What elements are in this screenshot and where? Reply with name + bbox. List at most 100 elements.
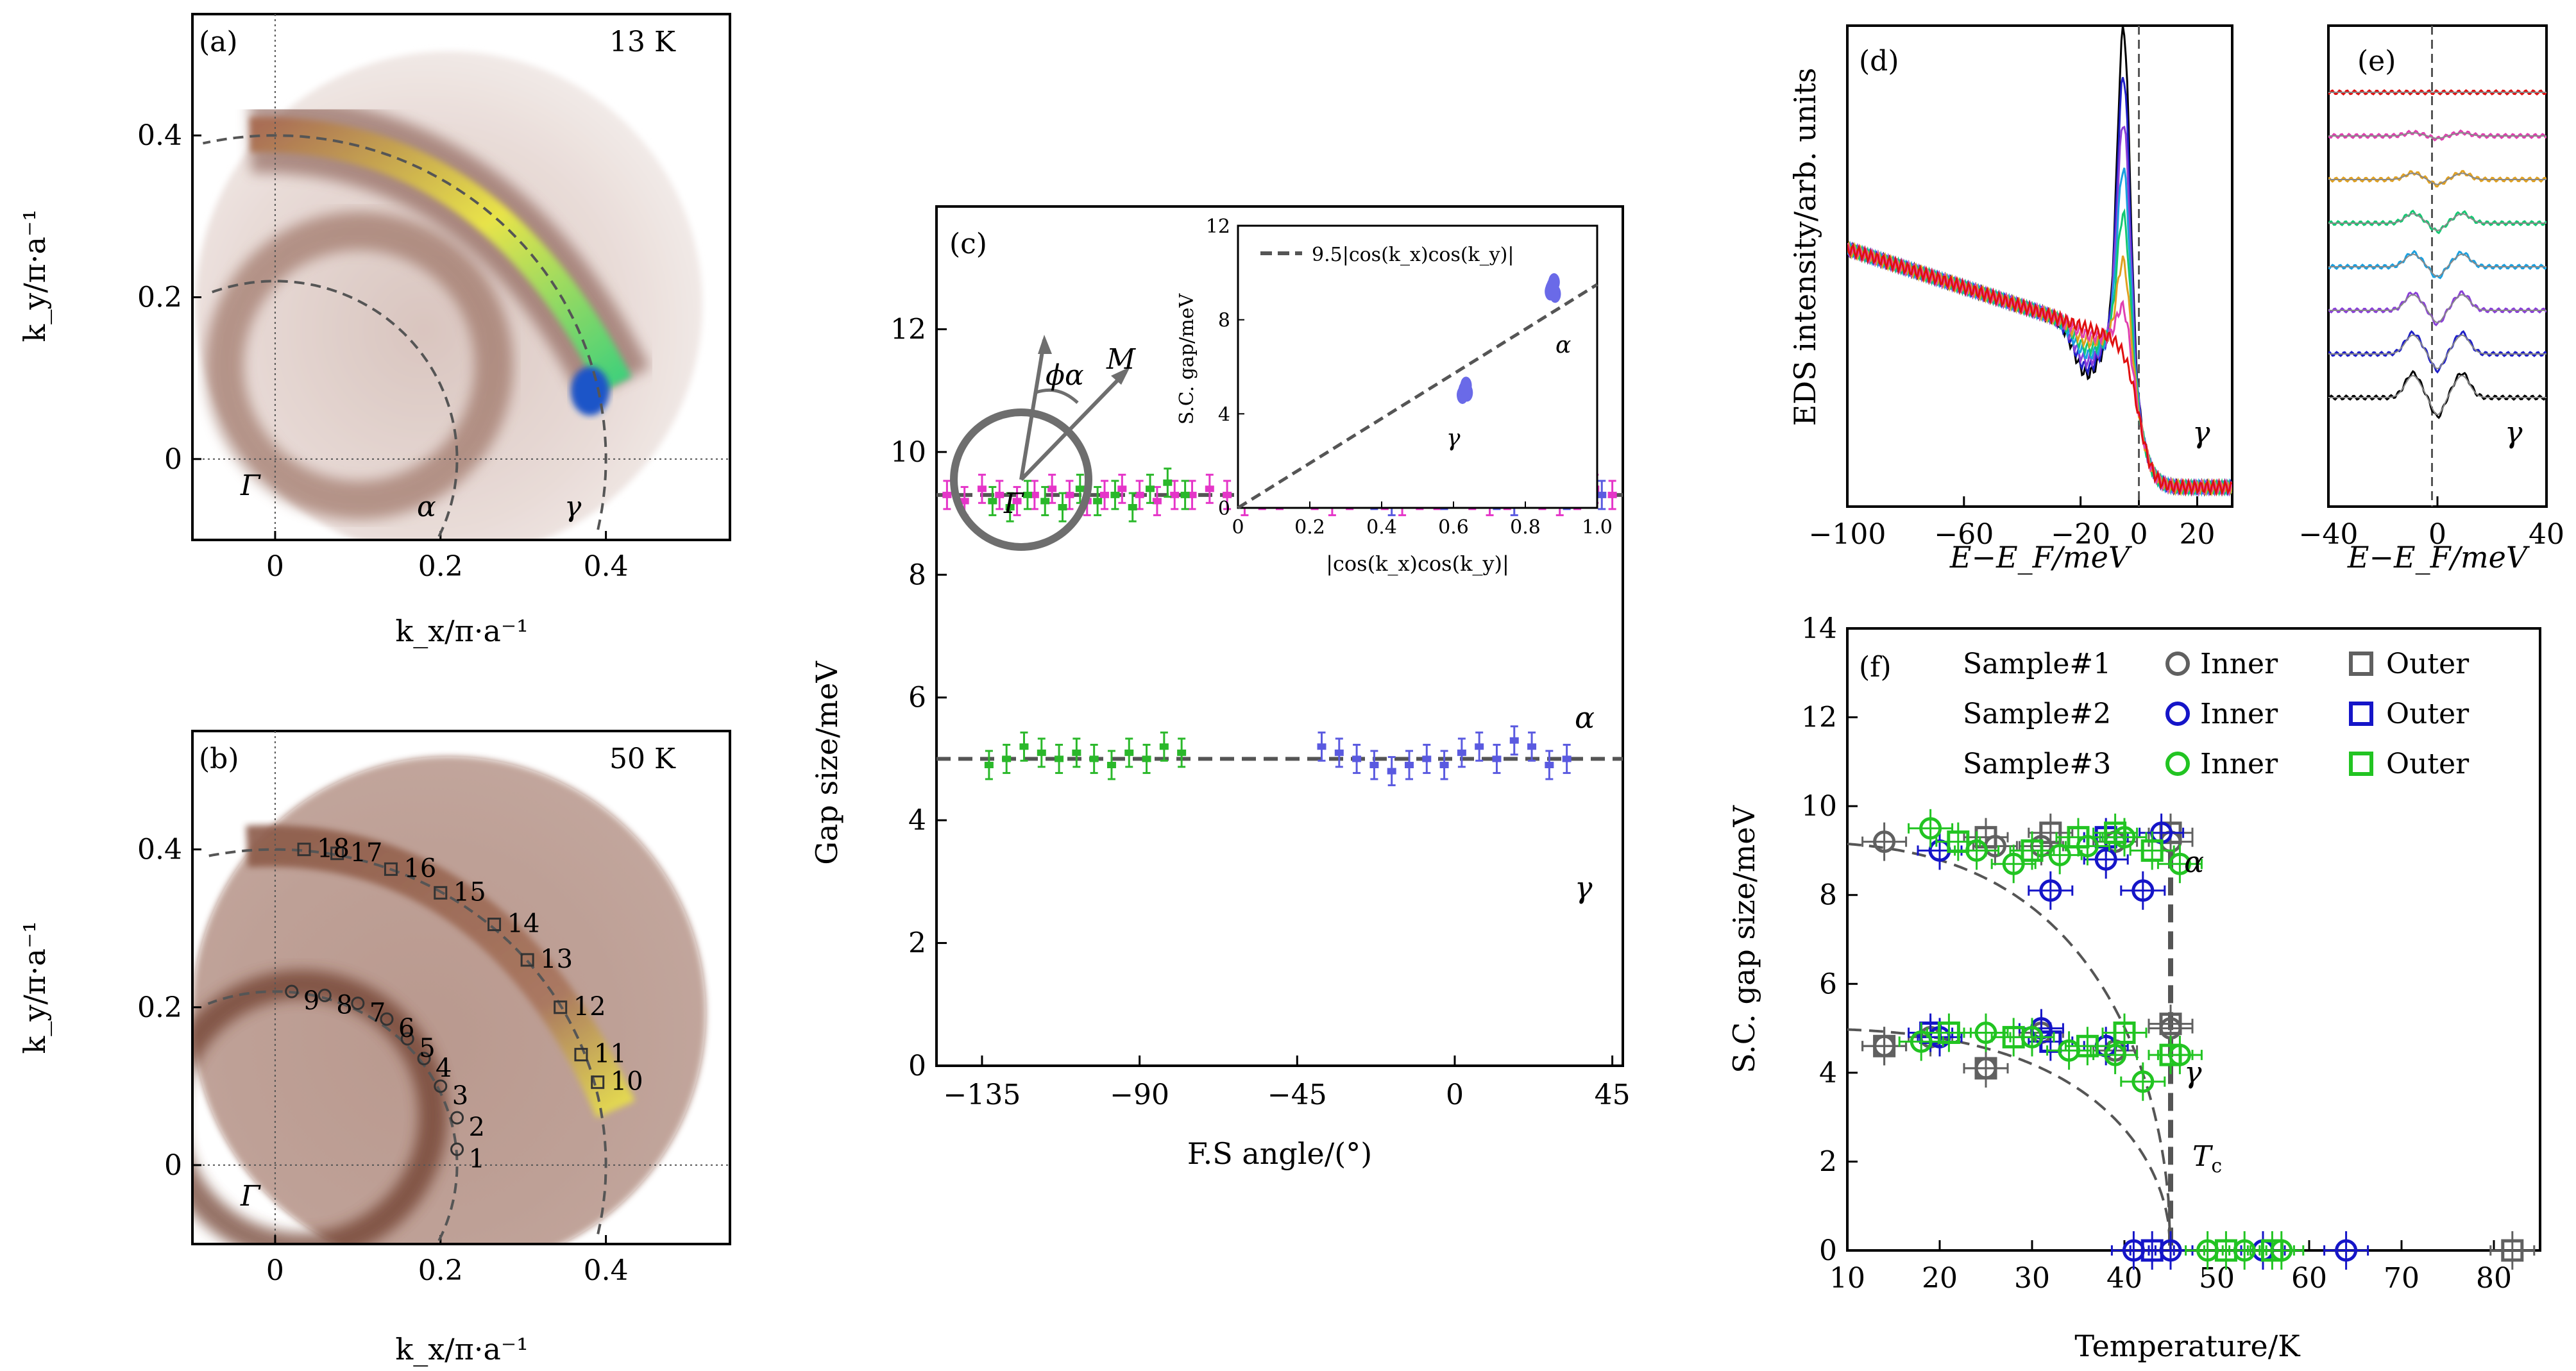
- cut-number-1: 1: [469, 1144, 485, 1173]
- legend-inner-label: Inner: [2200, 648, 2278, 680]
- panel-b-gamma-label: Γ: [240, 1180, 261, 1213]
- panel-e-xtick-label: 0: [2428, 518, 2446, 551]
- panel-e-xlabel: E−E_F/meV: [2347, 540, 2530, 575]
- panel-c-schematic: Γ ϕα M: [950, 335, 1136, 551]
- panel-c-point: [1607, 491, 1617, 498]
- panel-e-symmetrized-curve: [2328, 129, 2546, 142]
- panel-c-point: [1187, 491, 1197, 498]
- panel-c-point: [1135, 491, 1144, 498]
- panel-c-point: [1562, 755, 1572, 762]
- panel-c-point: [1205, 485, 1214, 492]
- panel-e-gamma-label: γ: [2505, 415, 2523, 450]
- panel-c-xtick-label: −90: [1110, 1079, 1169, 1111]
- panel-b-xtick-label: 0.4: [584, 1254, 629, 1287]
- panel-a-ytick-label: 0.2: [137, 282, 182, 314]
- panel-b: 000.20.20.40.4 1234567891011121314151617…: [17, 730, 731, 1367]
- schematic-m: M: [1106, 343, 1136, 376]
- panel-f-point-inner: [1919, 817, 1942, 840]
- inset-xlabel: |cos(k_x)cos(k_y)|: [1326, 551, 1509, 576]
- panel-e-fit-curve: [2328, 374, 2546, 416]
- panel-d-eds-curve: [1847, 77, 2232, 497]
- panel-c-point: [1040, 498, 1050, 505]
- panel-f-point-outer: [2159, 1043, 2182, 1066]
- cut-number-9: 9: [303, 986, 319, 1016]
- panel-f-ytick-label: 2: [1819, 1145, 1837, 1178]
- panel-f: 10 20 30 40 50 60 70 80 0 2 4 6 8 10 12 14 (f) Temperat…: [1727, 612, 2541, 1363]
- panel-f-ytick-label: 6: [1819, 968, 1837, 1000]
- panel-c-point: [1404, 762, 1414, 768]
- panel-c-point: [988, 498, 997, 505]
- panel-e-symmetrized-curve: [2328, 290, 2546, 326]
- legend-inner-marker: [2165, 752, 2190, 776]
- panel-e: −40 0 40 (e) E−E_F/meV γ: [2299, 24, 2564, 575]
- panel-d-eds-curve: [1847, 26, 2232, 497]
- panel-e-fit-curve: [2328, 132, 2546, 139]
- cut-number-10: 10: [611, 1067, 643, 1097]
- panel-c-point: [1037, 749, 1046, 756]
- panel-f-bcs-curve: [1847, 1028, 2172, 1251]
- cut-marker-16: [384, 862, 398, 876]
- panel-d-eds-curve: [1847, 208, 2232, 497]
- panel-f-point-inner: [2168, 852, 2191, 875]
- panel-c-point: [1475, 743, 1484, 750]
- panel-b-temperature: 50 K: [609, 743, 676, 775]
- inset-xtick-label: 0: [1232, 516, 1244, 539]
- panel-c-point: [1334, 749, 1344, 756]
- panel-c-point: [1170, 491, 1180, 498]
- panel-c-point: [1159, 743, 1169, 750]
- inset-ytick-label: 4: [1218, 403, 1230, 426]
- panel-f-point-outer: [1937, 1022, 1960, 1044]
- panel-f-point-inner: [2131, 1070, 2155, 1093]
- panel-c-ytick-label: 12: [890, 313, 926, 346]
- panel-f-point-inner: [1910, 1030, 1933, 1053]
- panel-f-alpha-label: α: [2184, 845, 2204, 879]
- schematic-phi: ϕα: [1046, 359, 1084, 392]
- panel-b-ytick-label: 0: [164, 1149, 182, 1182]
- panel-d-eds-curve: [1847, 240, 2232, 497]
- panel-c-point: [1058, 504, 1067, 510]
- schematic-arrow-2: [1019, 370, 1128, 482]
- panel-c-point: [942, 491, 952, 498]
- cut-marker-8: [318, 988, 332, 1002]
- legend-outer-label: Outer: [2386, 648, 2470, 680]
- arrowhead-1: [1038, 335, 1052, 354]
- panel-c-ytick-label: 6: [908, 682, 926, 714]
- panel-a-ytick-label: 0.4: [137, 119, 182, 152]
- cut-number-14: 14: [507, 909, 540, 939]
- panel-f-ytick-label: 14: [1801, 612, 1837, 645]
- panel-f-point-outer: [2140, 1239, 2164, 1262]
- inset-ylabel: S.C. gap/meV: [1176, 293, 1198, 425]
- panel-f-point-outer: [2104, 821, 2127, 845]
- panel-c-point: [1180, 491, 1190, 498]
- panel-c-point: [1089, 755, 1099, 762]
- panel-c-point: [1439, 762, 1449, 768]
- cut-marker-6: [380, 1012, 394, 1026]
- inset-xtick-label: 1.0: [1582, 516, 1613, 539]
- panel-a-gamma-band-label: γ: [564, 491, 582, 523]
- legend-inner-marker: [2165, 652, 2190, 676]
- cut-number-2: 2: [469, 1113, 485, 1142]
- cut-marker-1: [450, 1142, 464, 1156]
- cut-marker-11: [574, 1048, 588, 1062]
- legend-inner-marker: [2165, 702, 2190, 726]
- inset-ytick-label: 12: [1206, 215, 1230, 238]
- panel-d-xtick-label: 20: [2179, 518, 2215, 551]
- panel-d-xtick-label: −20: [2051, 518, 2110, 551]
- cut-marker-10: [591, 1075, 605, 1089]
- legend-sample-name: Sample#1: [1963, 648, 2111, 680]
- panel-c-point: [960, 498, 969, 505]
- panel-e-symmetrized-curve: [2328, 369, 2546, 419]
- panel-c-xtick-label: −45: [1267, 1079, 1327, 1111]
- panel-b-alpha-contour: [207, 990, 459, 1241]
- panel-c-point: [1110, 491, 1120, 498]
- panel-f-legend: Sample#1 Inner Outer Sample#2 Inner Outer Samp…: [1963, 648, 2470, 780]
- panel-c-point: [1152, 498, 1162, 505]
- panel-b-ytick-label: 0.4: [137, 834, 182, 866]
- panel-f-point-inner: [2131, 879, 2155, 902]
- panel-b-ytick-label: 0.2: [137, 991, 182, 1024]
- inset-ytick-label: 8: [1218, 310, 1230, 332]
- panel-f-xtick-label: 20: [1922, 1262, 1958, 1295]
- inset-point: [1461, 383, 1473, 402]
- panel-c-point: [1527, 743, 1537, 750]
- cut-marker-9: [285, 984, 299, 998]
